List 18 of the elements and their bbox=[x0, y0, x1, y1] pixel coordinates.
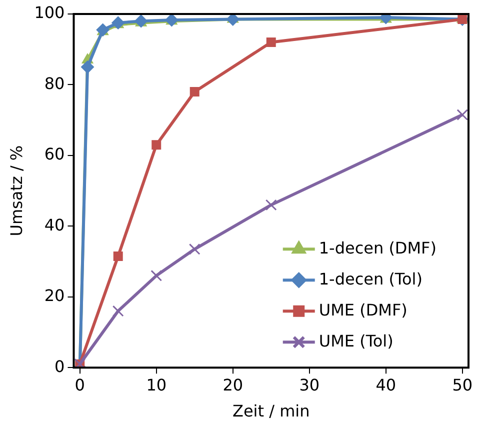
y-tick-label: 100 bbox=[34, 3, 65, 22]
x-tick-label: 0 bbox=[74, 375, 85, 394]
legend-label: UME (Tol) bbox=[318, 331, 394, 350]
x-tick-label: 30 bbox=[299, 375, 320, 394]
y-tick-label: 20 bbox=[44, 286, 65, 306]
y-tick-label: 0 bbox=[54, 356, 65, 376]
x-tick-label: 40 bbox=[376, 375, 396, 394]
legend-label: 1-decen (DMF) bbox=[318, 238, 437, 258]
x-tick-label: 20 bbox=[222, 375, 244, 394]
legend-label: UME (DMF) bbox=[318, 300, 408, 320]
x-axis-title: Zeit / min bbox=[232, 402, 310, 421]
y-axis-title: Umsatz / % bbox=[6, 145, 26, 236]
y-tick-label: 40 bbox=[44, 215, 65, 234]
x-tick-label: 50 bbox=[452, 375, 473, 394]
y-tick-label: 80 bbox=[44, 74, 65, 93]
x-tick-label: 10 bbox=[146, 375, 167, 394]
legend-label: 1-decen (Tol) bbox=[318, 269, 422, 288]
y-tick-label: 60 bbox=[44, 144, 65, 164]
